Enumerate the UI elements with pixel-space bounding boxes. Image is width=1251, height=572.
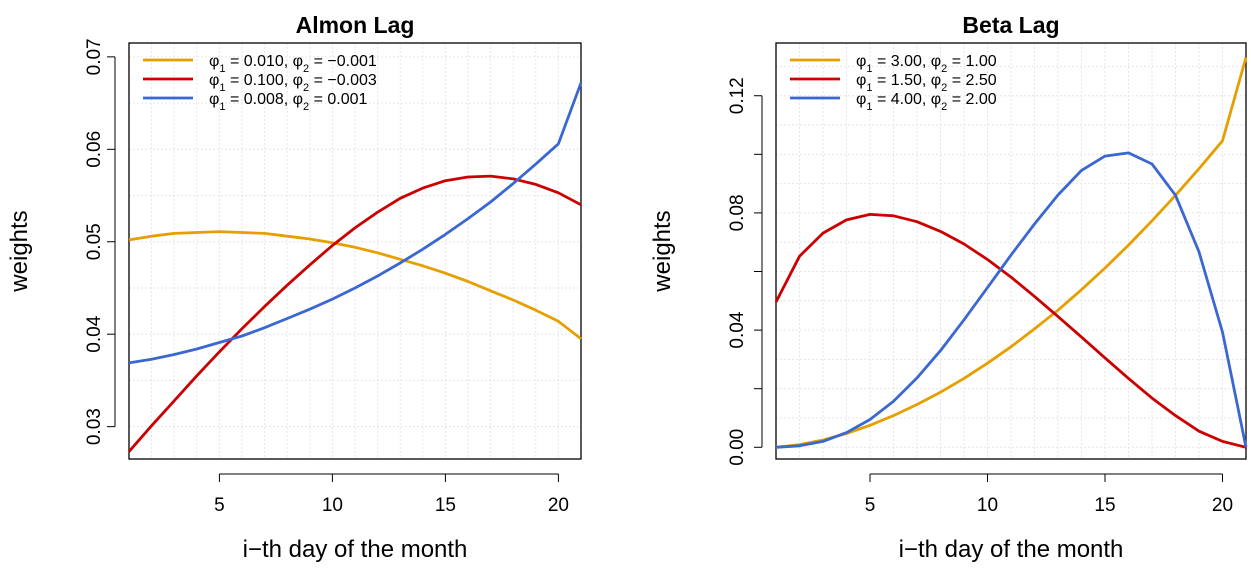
legend-text: = 2.50 xyxy=(947,72,996,89)
legend-text: φ xyxy=(856,91,866,108)
legend-label-1: φ1 = 0.010, φ2 = −0.001 xyxy=(209,53,377,75)
beta-lag-panel: 5 10 15 20 0.00 0.04 0.08 0.12 Beta Lag i−th day … xyxy=(649,12,1248,563)
legend-text: φ xyxy=(209,72,219,89)
legend-subscript: 2 xyxy=(303,101,309,113)
legend-subscript: 1 xyxy=(219,82,225,94)
x-tick-label: 20 xyxy=(1212,495,1233,516)
legend-text: = 0.010, φ xyxy=(226,53,304,70)
y-tick-label: 0.12 xyxy=(727,77,748,114)
y-axis-label: weights xyxy=(6,210,33,292)
legend-text: φ xyxy=(856,72,866,89)
legend-label-2: φ1 = 1.50, φ2 = 2.50 xyxy=(856,72,997,94)
legend-subscript: 1 xyxy=(219,63,225,75)
legend-text: = −0.003 xyxy=(309,72,377,89)
x-tick-label: 10 xyxy=(977,495,998,516)
legend-text: = 2.00 xyxy=(947,91,996,108)
legend-subscript: 2 xyxy=(941,82,947,94)
x-tick-label: 10 xyxy=(322,495,343,516)
plot-frame xyxy=(128,42,582,460)
series-line-1 xyxy=(128,230,582,340)
legend-subscript: 1 xyxy=(866,82,872,94)
y-axis-label: weights xyxy=(649,210,676,292)
legend-text: = 0.001 xyxy=(309,91,367,108)
legend-text: φ xyxy=(209,91,219,108)
legend-label-2: φ1 = 0.100, φ2 = −0.003 xyxy=(209,72,377,94)
series-line-2 xyxy=(774,212,1247,449)
legend-subscript: 2 xyxy=(303,63,309,75)
legend-text: = 1.50, φ xyxy=(873,72,942,89)
y-tick-label: 0.08 xyxy=(727,194,748,231)
x-tick-label: 20 xyxy=(548,495,569,516)
legend-subscript: 1 xyxy=(866,63,872,75)
y-tick-label: 0.07 xyxy=(84,38,105,75)
x-tick-label: 15 xyxy=(1094,495,1115,516)
x-tick-label: 15 xyxy=(435,495,456,516)
x-axis-label: i−th day of the month xyxy=(899,536,1124,563)
legend-text: φ xyxy=(856,53,866,70)
legend-subscript: 1 xyxy=(219,101,225,113)
legend-text: = 1.00 xyxy=(947,53,996,70)
series-line-1 xyxy=(775,57,1248,449)
x-tick-label: 5 xyxy=(865,495,876,516)
plot-frame xyxy=(775,42,1247,460)
chart-title: Beta Lag xyxy=(962,12,1059,38)
y-tick-label: 0.04 xyxy=(84,315,105,352)
legend-subscript: 2 xyxy=(941,101,947,113)
y-tick-label: 0.00 xyxy=(727,429,748,466)
legend-label-3: φ1 = 4.00, φ2 = 2.00 xyxy=(856,91,997,113)
series-line-3 xyxy=(775,151,1248,449)
x-tick-label: 5 xyxy=(214,495,225,516)
legend-label-1: φ1 = 3.00, φ2 = 1.00 xyxy=(856,53,997,75)
chart-title: Almon Lag xyxy=(296,12,415,38)
series-line-3 xyxy=(128,82,583,365)
legend-text: = 0.008, φ xyxy=(226,91,304,108)
y-tick-label: 0.03 xyxy=(84,408,105,445)
legend-text: = −0.001 xyxy=(309,53,377,70)
x-axis-label: i−th day of the month xyxy=(243,536,468,563)
legend-subscript: 1 xyxy=(866,101,872,113)
legend-text: = 4.00, φ xyxy=(873,91,942,108)
legend-text: = 3.00, φ xyxy=(873,53,942,70)
y-tick-label: 0.06 xyxy=(84,131,105,168)
legend-subscript: 2 xyxy=(303,82,309,94)
y-tick-label: 0.04 xyxy=(727,311,748,348)
y-tick-label: 0.05 xyxy=(84,223,105,260)
legend-text: φ xyxy=(209,53,219,70)
almon-lag-panel: 5 10 15 20 0.03 0.04 0.05 0.06 0.07 Almon Lag i−th… xyxy=(6,12,583,563)
legend-label-3: φ1 = 0.008, φ2 = 0.001 xyxy=(209,91,368,113)
legend-subscript: 2 xyxy=(941,63,947,75)
legend-text: = 0.100, φ xyxy=(226,72,304,89)
series-line-2 xyxy=(127,174,582,453)
